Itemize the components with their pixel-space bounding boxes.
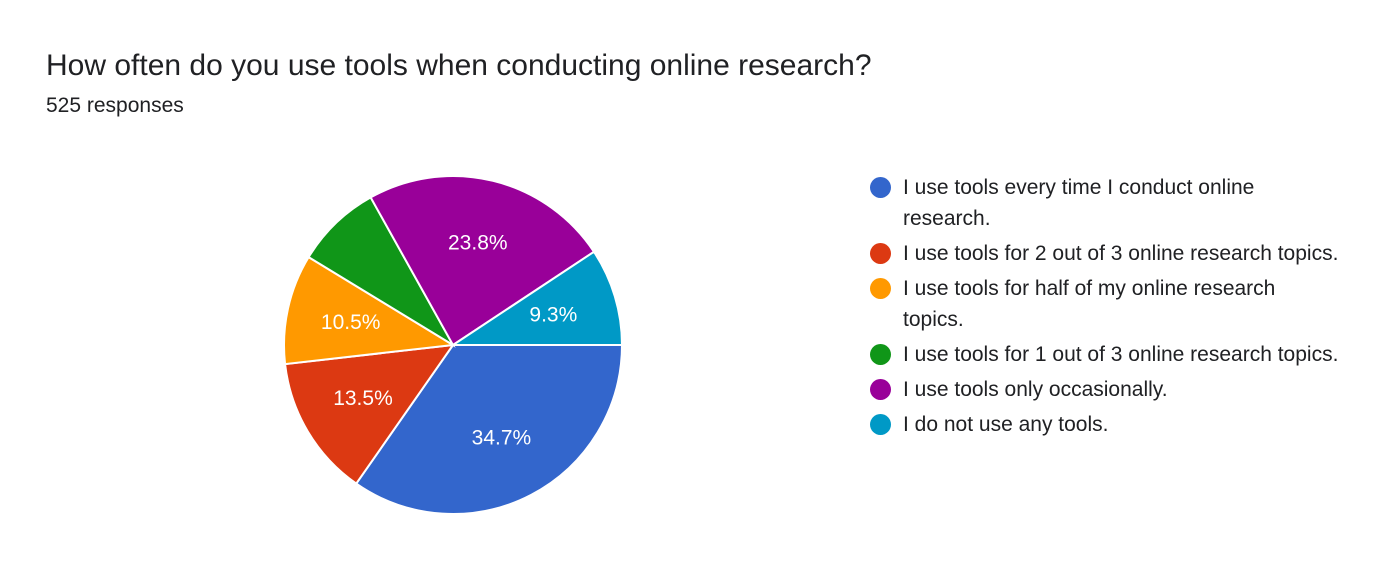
- legend-item[interactable]: I use tools every time I conduct online …: [870, 172, 1340, 234]
- legend-label: I use tools only occasionally.: [903, 378, 1168, 401]
- legend-color-dot: [870, 177, 891, 198]
- legend-item[interactable]: I do not use any tools.: [870, 409, 1340, 440]
- slice-percent-label: 9.3%: [529, 303, 577, 326]
- pie-labels: 34.7% 13.5% 10.5% 23.8% 9.3%: [321, 232, 577, 450]
- legend-color-dot: [870, 379, 891, 400]
- response-count: 525 responses: [46, 94, 184, 117]
- legend-item[interactable]: I use tools for 2 out of 3 online resear…: [870, 238, 1340, 269]
- chart-legend: I use tools every time I conduct online …: [870, 172, 1340, 444]
- legend-label: I use tools for half of my online resear…: [903, 277, 1276, 331]
- slice-percent-label: 23.8%: [448, 232, 508, 255]
- legend-item[interactable]: I use tools for 1 out of 3 online resear…: [870, 339, 1340, 370]
- pie-slice[interactable]: [307, 196, 456, 348]
- legend-color-dot: [870, 414, 891, 435]
- legend-label: I do not use any tools.: [903, 413, 1109, 436]
- pie-slices: [283, 175, 624, 515]
- legend-label: I use tools for 2 out of 3 online resear…: [903, 242, 1339, 265]
- legend-color-dot: [870, 278, 891, 299]
- legend-label: I use tools every time I conduct online …: [903, 176, 1255, 230]
- pie-slice[interactable]: [369, 175, 596, 347]
- legend-label: I use tools for 1 out of 3 online resear…: [903, 343, 1339, 366]
- chart-title: How often do you use tools when conducti…: [46, 49, 872, 82]
- pie-slice[interactable]: [354, 344, 624, 515]
- slice-percent-label: 34.7%: [472, 426, 532, 449]
- pie-slice[interactable]: [449, 250, 624, 346]
- pie-slice[interactable]: [283, 255, 457, 366]
- slice-percent-label: 13.5%: [333, 387, 393, 410]
- legend-color-dot: [870, 344, 891, 365]
- slice-percent-label: 10.5%: [321, 311, 381, 334]
- legend-item[interactable]: I use tools for half of my online resear…: [870, 273, 1340, 335]
- legend-color-dot: [870, 243, 891, 264]
- pie-chart: 34.7% 13.5% 10.5% 23.8% 9.3%: [283, 175, 624, 515]
- legend-item[interactable]: I use tools only occasionally.: [870, 374, 1340, 405]
- pie-slice[interactable]: [283, 343, 456, 485]
